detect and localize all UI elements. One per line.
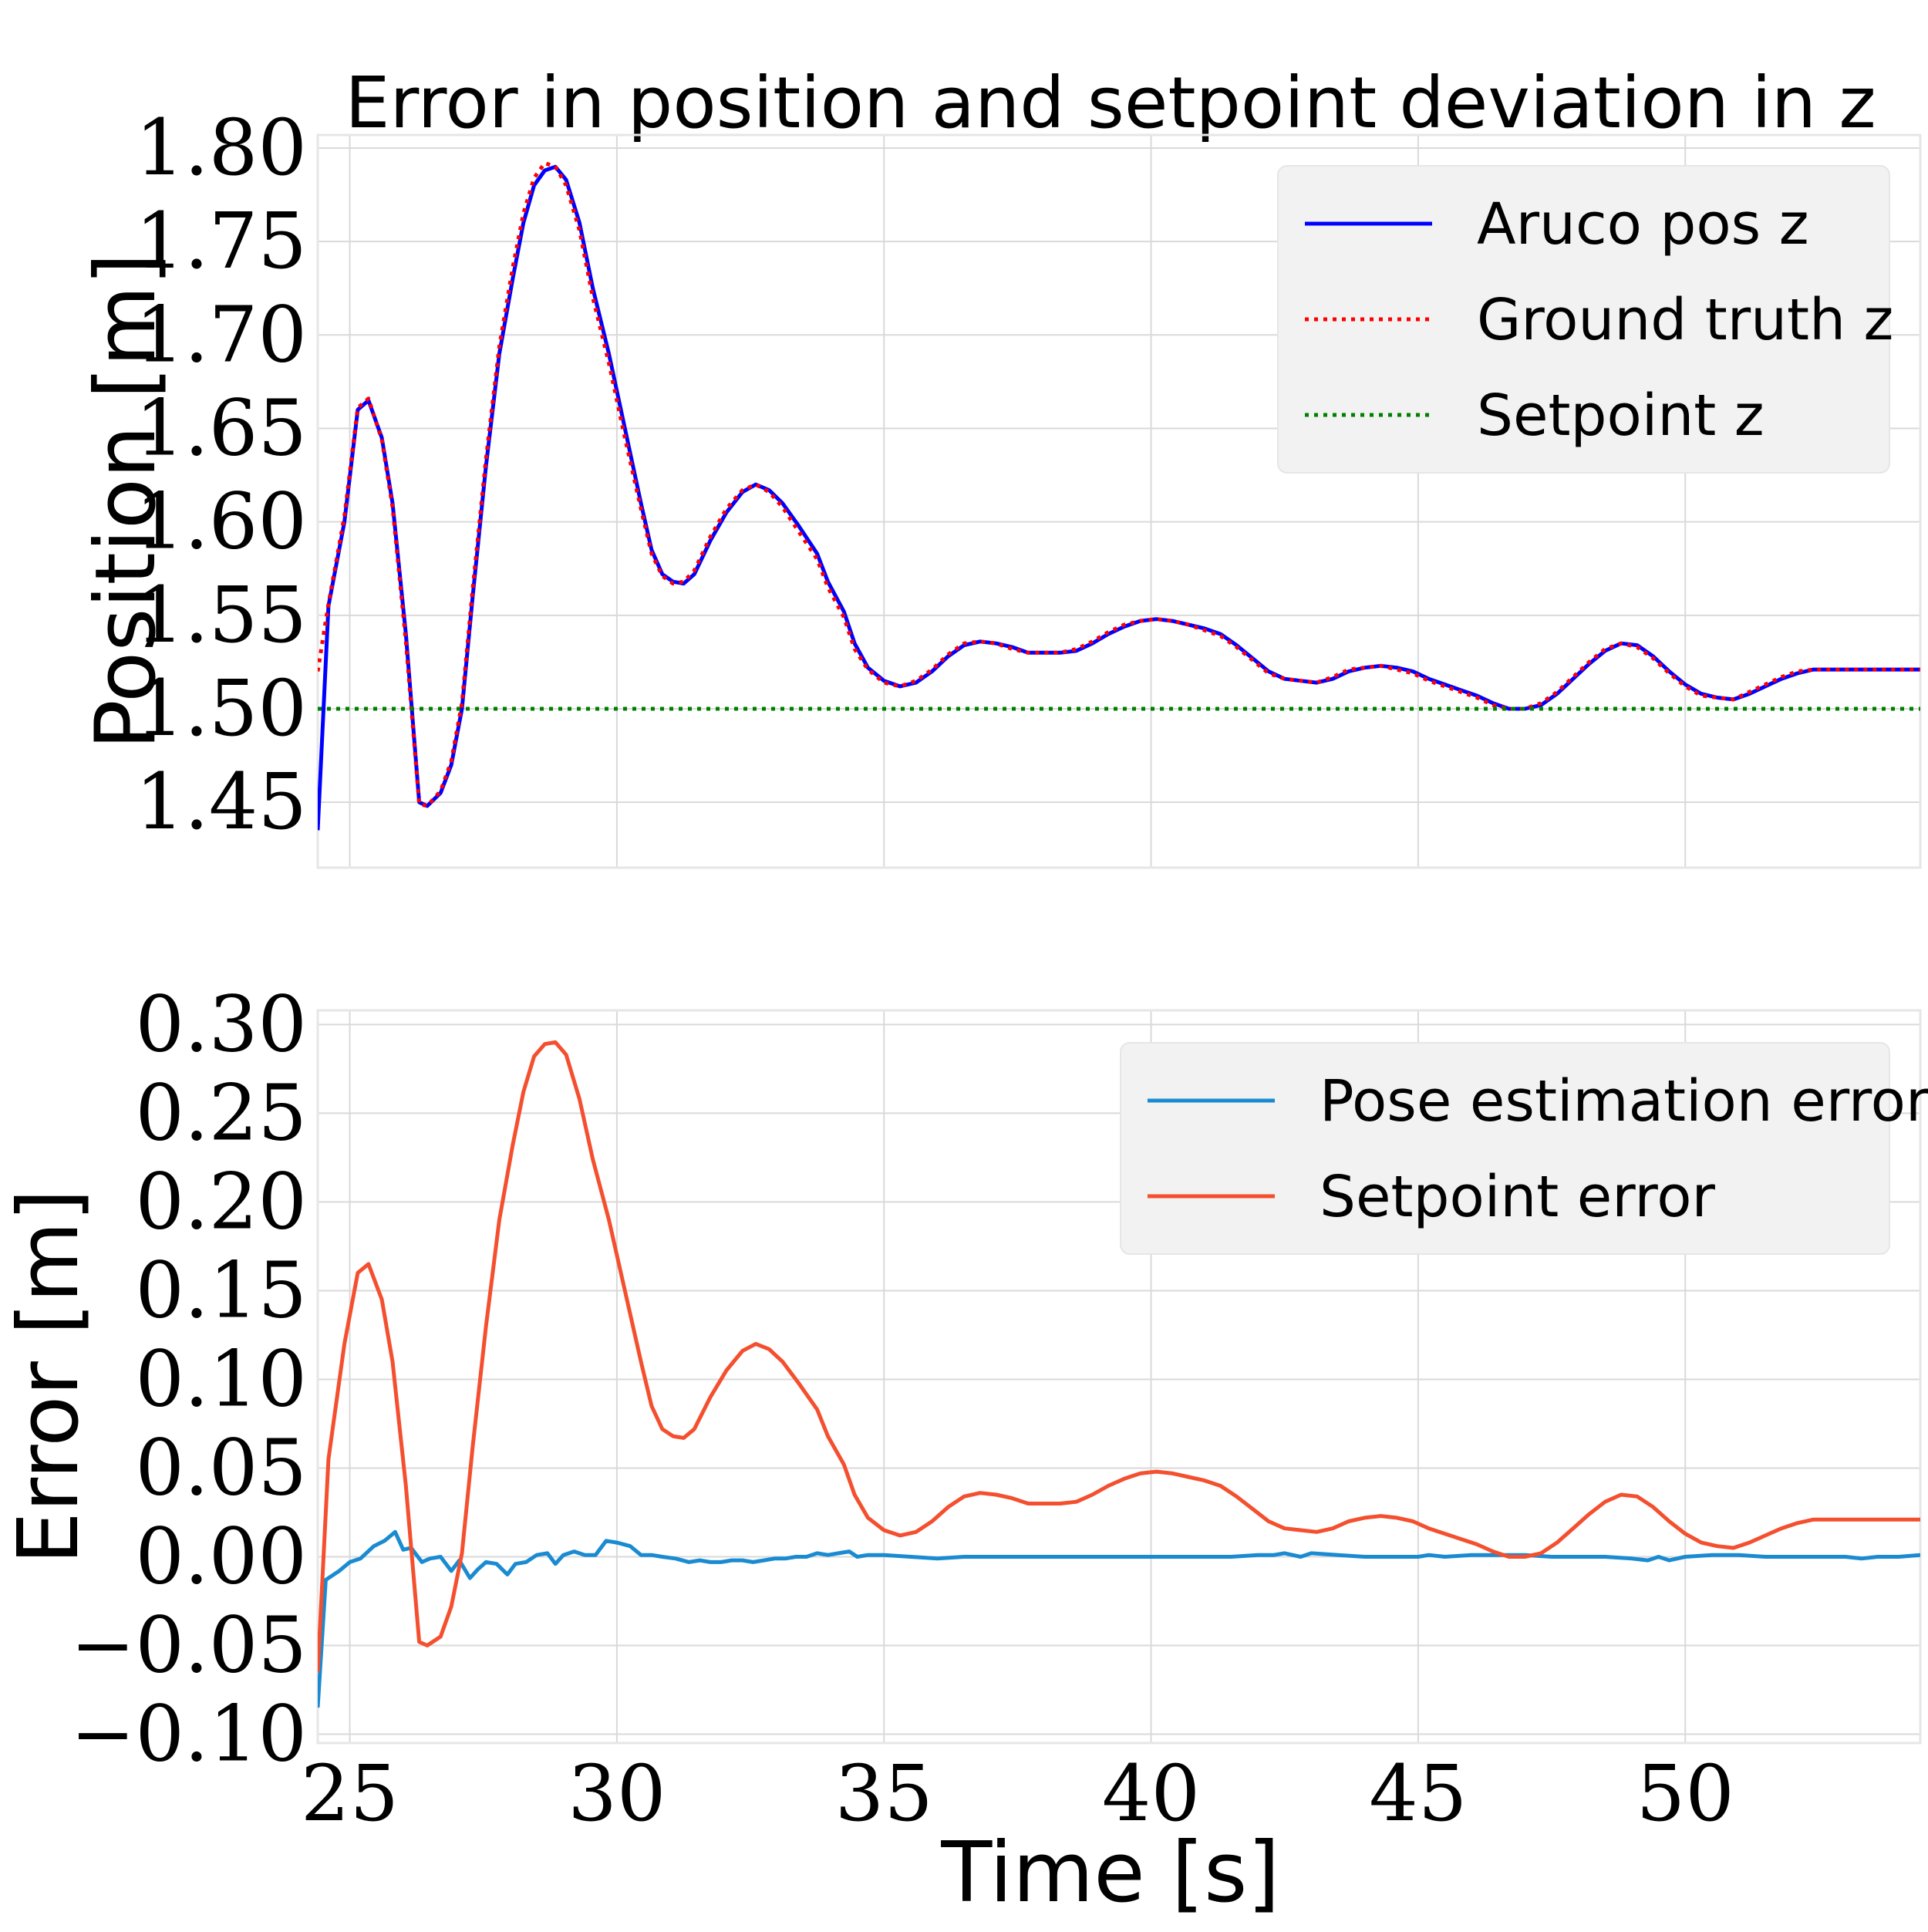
x-tick-label: 50 bbox=[1636, 1748, 1734, 1839]
legend-label: Pose estimation error bbox=[1320, 1068, 1928, 1135]
y-axis-label: Error [m] bbox=[1, 1189, 97, 1564]
y-tick-label: 1.45 bbox=[135, 757, 307, 847]
y-tick-label: 0.25 bbox=[135, 1067, 307, 1158]
legend-label: Ground truth z bbox=[1477, 287, 1893, 353]
series-line-setpoint-error bbox=[318, 1040, 1920, 1673]
y-tick-label: 1.70 bbox=[135, 289, 307, 379]
x-tick-label: 45 bbox=[1369, 1748, 1467, 1839]
y-tick-label: 1.65 bbox=[135, 383, 307, 473]
y-tick-label: 0.05 bbox=[135, 1422, 307, 1512]
plot-frame bbox=[316, 1009, 1922, 1745]
y-tick-label: 0.15 bbox=[135, 1245, 307, 1335]
x-tick-label: 25 bbox=[301, 1748, 399, 1839]
legend-box bbox=[1277, 165, 1890, 474]
y-tick-label: 0.30 bbox=[135, 979, 307, 1069]
y-tick-label: 0.10 bbox=[135, 1334, 307, 1424]
chart-title: Error in position and setpoint deviation… bbox=[345, 62, 1876, 144]
y-tick-label: 1.75 bbox=[135, 196, 307, 286]
plot-frame bbox=[316, 133, 1922, 869]
legend-label: Aruco pos z bbox=[1477, 191, 1809, 258]
y-tick-label: −0.10 bbox=[71, 1688, 307, 1779]
legend-label: Setpoint z bbox=[1477, 383, 1765, 449]
x-tick-label: 40 bbox=[1102, 1748, 1200, 1839]
y-tick-label: 0.00 bbox=[135, 1511, 307, 1601]
y-axis-label: Position [m] bbox=[78, 253, 174, 750]
y-tick-label: 0.20 bbox=[135, 1156, 307, 1246]
y-tick-label: 1.55 bbox=[135, 570, 307, 660]
top-axes: 1.451.501.551.601.651.701.751.80 Position… bbox=[78, 103, 1922, 869]
legend-box bbox=[1120, 1042, 1890, 1255]
x-axis-label: Time [s] bbox=[940, 1825, 1279, 1921]
series-line-pose-estimation-error bbox=[318, 1529, 1920, 1708]
x-tick-label: 30 bbox=[568, 1748, 666, 1839]
legend-label: Setpoint error bbox=[1320, 1164, 1715, 1230]
y-tick-label: −0.05 bbox=[71, 1600, 307, 1690]
y-tick-label: 1.60 bbox=[135, 477, 307, 567]
y-tick-label: 1.50 bbox=[135, 663, 307, 754]
series-line-aruco-pos-z bbox=[318, 164, 1920, 831]
y-tick-label: 1.80 bbox=[135, 103, 307, 193]
bottom-axes: −0.10−0.050.000.050.100.150.200.250.30 25… bbox=[1, 979, 1928, 1839]
x-tick-label: 35 bbox=[835, 1748, 933, 1839]
series-line-ground-truth-z bbox=[318, 160, 1920, 808]
